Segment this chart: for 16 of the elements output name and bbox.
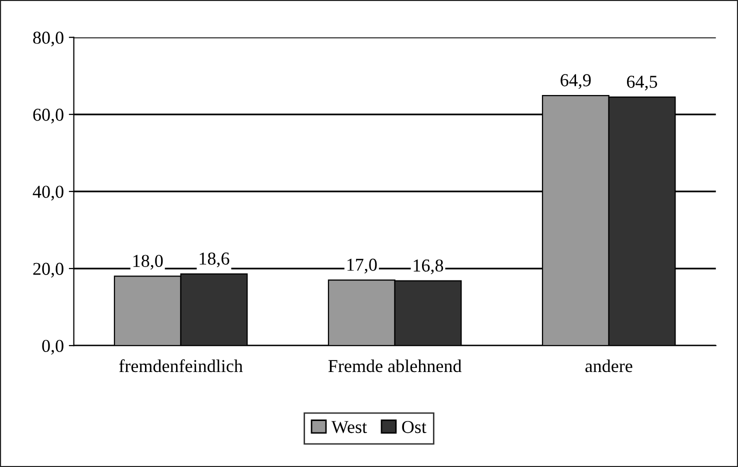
data-label: 18,0 [133,254,163,270]
data-label: 16,8 [414,259,444,274]
y-tick-label: 80,0 [33,32,64,46]
y-tick-label: 0,0 [42,340,64,355]
x-tick-label: Fremde ablehnend [328,359,462,372]
x-tick-label: fremdenfeindlich [119,359,243,372]
x-tick-label: andere [585,359,632,372]
data-label: 18,6 [200,252,230,268]
y-tick-label: 40,0 [32,186,64,201]
data-label: 17,0 [347,258,377,274]
y-tick-label: 60,0 [33,108,64,124]
legend-label: West [331,421,367,434]
data-label: 64,9 [560,74,591,89]
legend-label: Ost [402,420,426,434]
y-tick-label: 20,0 [33,262,64,278]
data-label: 64,5 [627,76,658,90]
